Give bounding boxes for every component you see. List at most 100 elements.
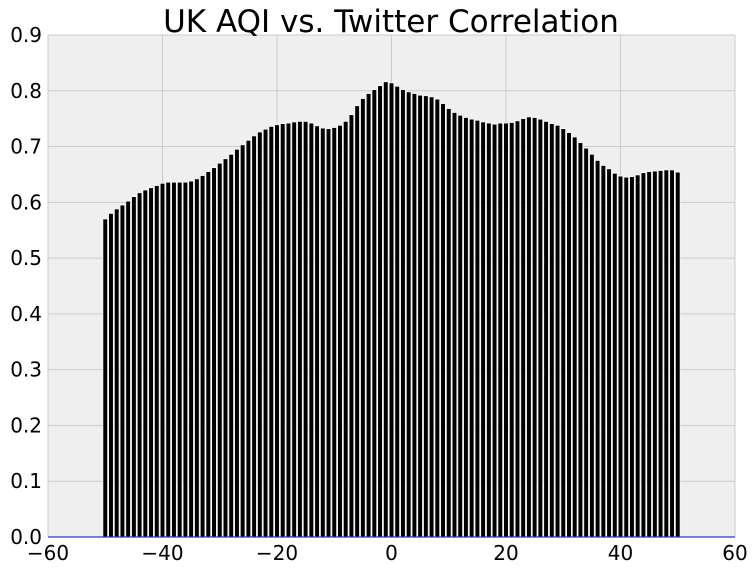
y-tick-label: 0.3 <box>10 358 42 382</box>
bar <box>343 121 349 538</box>
bar <box>234 149 240 538</box>
bar <box>457 115 463 538</box>
y-tick-label: 0.2 <box>10 413 42 437</box>
bar <box>165 181 171 538</box>
bar <box>171 181 177 538</box>
bar <box>280 123 286 538</box>
bars <box>102 81 681 538</box>
bar <box>640 172 646 538</box>
y-tick-label: 0.8 <box>10 79 42 103</box>
bar <box>262 128 269 538</box>
bar <box>337 125 343 538</box>
bar <box>635 174 641 538</box>
bar <box>446 108 452 538</box>
bar <box>589 154 595 538</box>
bar <box>131 196 137 538</box>
bar <box>125 200 131 538</box>
bar <box>463 117 469 538</box>
bar <box>199 175 206 538</box>
bar <box>600 165 606 538</box>
bar <box>646 171 652 538</box>
x-tick-label: 0 <box>385 541 398 565</box>
bar <box>348 114 355 538</box>
bar <box>383 81 389 538</box>
bar <box>503 122 509 538</box>
bar <box>188 180 194 538</box>
bar <box>148 187 154 538</box>
bar <box>440 103 446 538</box>
bar <box>537 118 543 538</box>
bar <box>486 122 492 538</box>
bar <box>142 189 148 538</box>
bar <box>428 96 435 538</box>
bar <box>417 94 423 538</box>
bar <box>520 118 526 538</box>
y-tick-label: 0.5 <box>10 246 42 270</box>
bar <box>411 93 417 538</box>
bar <box>532 117 538 538</box>
bar <box>240 144 246 538</box>
bar <box>406 91 412 538</box>
y-tick-label: 0.9 <box>10 23 42 47</box>
bar <box>314 125 320 538</box>
bar <box>606 168 612 538</box>
bar <box>159 183 166 538</box>
y-tick-label: 0.4 <box>10 302 42 326</box>
bar <box>554 125 561 538</box>
bar <box>108 213 114 538</box>
y-tick-label: 0.6 <box>10 190 42 214</box>
bar <box>629 176 635 538</box>
bar <box>119 204 126 538</box>
bar <box>182 181 188 538</box>
bar <box>583 147 589 538</box>
bar <box>251 135 257 538</box>
bar <box>308 122 314 538</box>
y-tick-label: 0.1 <box>10 469 42 493</box>
bar <box>509 122 515 538</box>
bar <box>354 105 360 538</box>
bar <box>612 173 618 538</box>
bar <box>194 178 200 538</box>
bar <box>331 127 337 538</box>
bar <box>577 142 584 538</box>
bar <box>222 158 229 538</box>
bar <box>434 98 440 538</box>
x-tick-label: 60 <box>722 541 747 565</box>
bar <box>497 122 503 538</box>
bar <box>291 121 297 538</box>
bar <box>360 98 366 538</box>
x-axis-ticks: −60 −40 −20 0 20 40 60 <box>27 541 748 565</box>
bar <box>560 128 566 538</box>
bar <box>566 132 572 538</box>
bar <box>274 124 280 538</box>
x-tick-label: −20 <box>256 541 298 565</box>
bar <box>114 208 120 538</box>
bar <box>285 122 292 538</box>
bar <box>400 89 406 538</box>
bar <box>572 136 578 538</box>
bar <box>663 169 669 538</box>
x-tick-label: 20 <box>493 541 518 565</box>
bar <box>595 160 601 538</box>
bar <box>657 170 664 538</box>
bar <box>377 85 383 538</box>
bar <box>245 140 251 538</box>
bar <box>394 86 400 538</box>
y-tick-label: 0.7 <box>10 135 42 159</box>
y-axis-ticks: 0.0 0.1 0.2 0.3 0.4 0.5 0.6 0.7 0.8 0.9 <box>10 23 42 549</box>
bar <box>480 121 486 538</box>
bar <box>137 192 143 538</box>
chart-title: UK AQI vs. Twitter Correlation <box>163 4 619 40</box>
bar <box>491 123 498 538</box>
bar <box>320 127 326 538</box>
bar <box>514 120 521 538</box>
x-tick-label: −60 <box>27 541 69 565</box>
bar <box>617 175 624 538</box>
bar <box>474 120 480 538</box>
bar <box>102 218 108 538</box>
bar <box>154 185 160 538</box>
bar <box>205 171 211 538</box>
bar <box>217 162 223 538</box>
bar <box>652 170 658 538</box>
bar <box>623 176 629 538</box>
